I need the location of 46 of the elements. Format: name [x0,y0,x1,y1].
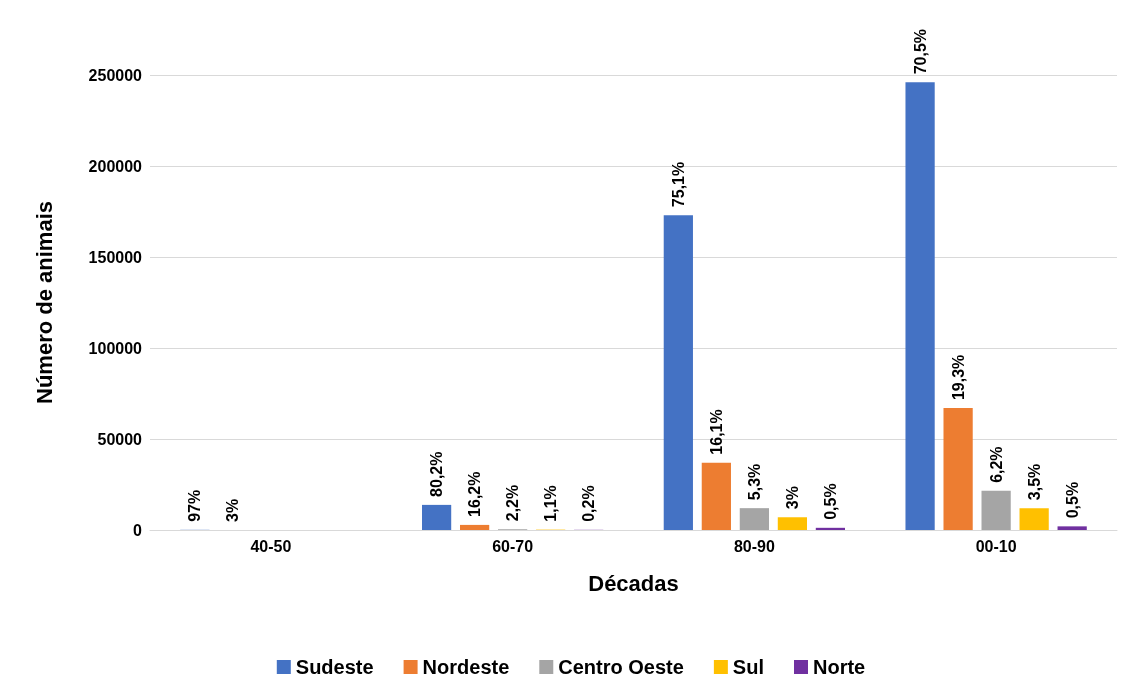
bar [421,504,452,530]
annotation: 19,3% [949,354,967,401]
bar [815,527,846,530]
y-tick-label: 200000 [88,157,143,175]
x-axis-title: Décadas [588,570,679,596]
bar [1057,526,1087,530]
annotation: 0,2% [580,485,598,522]
y-tick-label: 50000 [97,430,143,448]
annotation: 3% [783,486,801,510]
y-tick-label: 150000 [88,248,143,266]
legend-label: Sul [732,656,764,678]
bar [663,215,693,530]
y-tick-label: 100000 [88,339,143,357]
annotation: 1,1% [542,485,560,522]
text: 70,5% [911,28,929,75]
bar [701,462,731,530]
legend-label: Sudeste [295,656,374,678]
x-tick-label: 00-10 [975,537,1017,555]
bar [905,82,935,530]
y-axis-title: Número de animais [31,201,57,404]
annotation: 2,2% [504,484,522,522]
bar [1019,508,1049,530]
x-tick-label: 80-90 [733,537,775,555]
annotation: 0,5% [821,483,839,520]
annotation: 5,3% [745,463,763,501]
legend-label: Nordeste [422,656,510,678]
annotation: 97% [186,489,204,522]
y-tick-label: 250000 [88,66,143,84]
annotation: 3% [224,498,242,522]
annotation: 80,2% [428,451,446,497]
annotation: 75,1% [669,161,687,208]
annotation: 6,2% [987,446,1005,483]
annotation: 3,5% [1025,463,1043,501]
legend-label: Norte [812,656,866,678]
bar [739,508,769,530]
x-tick-label: 40-50 [250,537,292,555]
bar [459,524,490,530]
annotation: 16,2% [466,471,484,517]
y-tick-label: 0 [133,521,143,539]
bar [981,490,1011,530]
annotation: 0,5% [1063,481,1081,519]
annotation: 16,1% [707,409,725,455]
legend-label: Centro Oeste [558,656,684,678]
bar [777,517,808,530]
x-tick-label: 60-70 [492,537,534,555]
bar [943,408,973,530]
